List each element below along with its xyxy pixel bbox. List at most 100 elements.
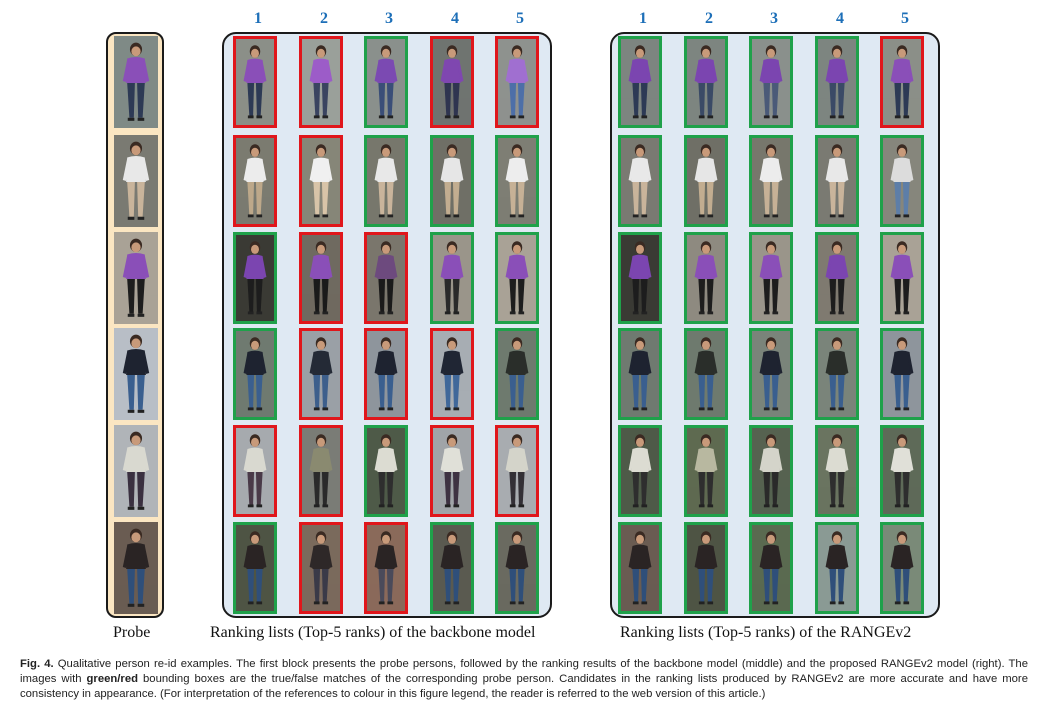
person-image xyxy=(367,331,405,417)
person-image xyxy=(883,428,921,514)
true-match-image xyxy=(233,328,277,420)
person-image xyxy=(367,39,405,125)
person-image xyxy=(498,331,536,417)
person-image xyxy=(236,39,274,125)
person-image xyxy=(621,235,659,321)
person-image xyxy=(687,138,725,224)
person-image xyxy=(302,138,340,224)
true-match-image xyxy=(495,232,539,324)
person-image xyxy=(114,328,158,420)
person-image xyxy=(883,331,921,417)
probe-image xyxy=(114,522,158,614)
true-match-image xyxy=(749,522,793,614)
true-match-image xyxy=(880,232,924,324)
false-match-image xyxy=(299,36,343,128)
true-match-image xyxy=(815,425,859,517)
person-image xyxy=(818,235,856,321)
true-match-image xyxy=(684,135,728,227)
person-image xyxy=(498,428,536,514)
person-image xyxy=(236,331,274,417)
person-image xyxy=(302,235,340,321)
person-image xyxy=(114,232,158,324)
person-image xyxy=(114,135,158,227)
true-match-image xyxy=(618,135,662,227)
true-match-image xyxy=(749,425,793,517)
person-image xyxy=(621,428,659,514)
true-match-image xyxy=(233,522,277,614)
true-match-image xyxy=(233,232,277,324)
figure-caption: Fig. 4. Qualitative person re-id example… xyxy=(20,657,1028,702)
false-match-image xyxy=(430,36,474,128)
person-image xyxy=(433,138,471,224)
probe-image xyxy=(114,232,158,324)
false-match-image xyxy=(364,232,408,324)
person-image xyxy=(433,235,471,321)
person-image xyxy=(883,235,921,321)
true-match-image xyxy=(430,522,474,614)
false-match-image xyxy=(495,36,539,128)
person-image xyxy=(621,138,659,224)
true-match-image xyxy=(684,522,728,614)
true-match-image xyxy=(684,232,728,324)
person-image xyxy=(687,235,725,321)
true-match-image xyxy=(430,232,474,324)
true-match-image xyxy=(815,328,859,420)
person-image xyxy=(114,522,158,614)
person-image xyxy=(883,525,921,611)
true-match-image xyxy=(815,36,859,128)
true-match-image xyxy=(618,36,662,128)
true-match-image xyxy=(815,135,859,227)
person-image xyxy=(687,331,725,417)
person-image xyxy=(236,235,274,321)
person-image xyxy=(367,428,405,514)
person-image xyxy=(752,428,790,514)
person-image xyxy=(621,39,659,125)
probe-image xyxy=(114,36,158,128)
rank-number: 2 xyxy=(705,10,713,27)
probe-panel xyxy=(106,32,164,618)
person-image xyxy=(114,36,158,128)
person-image xyxy=(687,525,725,611)
true-match-image xyxy=(495,135,539,227)
rank-number: 4 xyxy=(451,10,459,27)
person-image xyxy=(367,525,405,611)
true-match-image xyxy=(880,522,924,614)
rank-number: 5 xyxy=(901,10,909,27)
person-image xyxy=(433,428,471,514)
figure-caption-text-1: Qualitative person re-id examples. The f… xyxy=(20,658,1028,685)
person-image xyxy=(687,39,725,125)
true-match-image xyxy=(815,232,859,324)
true-match-image xyxy=(364,425,408,517)
true-match-image xyxy=(495,522,539,614)
probe-image xyxy=(114,328,158,420)
backbone-ranking-panel xyxy=(222,32,552,618)
person-image xyxy=(687,428,725,514)
true-match-image xyxy=(684,328,728,420)
true-match-image xyxy=(684,36,728,128)
false-match-image xyxy=(299,425,343,517)
person-image xyxy=(818,39,856,125)
person-image xyxy=(752,235,790,321)
person-image xyxy=(818,138,856,224)
rank-number: 5 xyxy=(516,10,524,27)
person-image xyxy=(752,39,790,125)
person-image xyxy=(367,138,405,224)
person-image xyxy=(236,525,274,611)
false-match-image xyxy=(364,328,408,420)
person-image xyxy=(498,235,536,321)
false-match-image xyxy=(299,135,343,227)
false-match-image xyxy=(233,36,277,128)
rangev2-caption: Ranking lists (Top-5 ranks) of the RANGE… xyxy=(620,624,912,641)
true-match-image xyxy=(430,135,474,227)
person-image xyxy=(621,525,659,611)
false-match-image xyxy=(299,328,343,420)
person-image xyxy=(236,138,274,224)
person-image xyxy=(752,331,790,417)
person-image xyxy=(818,525,856,611)
probe-caption: Probe xyxy=(113,624,151,641)
true-match-image xyxy=(364,36,408,128)
false-match-image xyxy=(495,425,539,517)
false-match-image xyxy=(364,522,408,614)
person-image xyxy=(302,525,340,611)
person-image xyxy=(302,428,340,514)
